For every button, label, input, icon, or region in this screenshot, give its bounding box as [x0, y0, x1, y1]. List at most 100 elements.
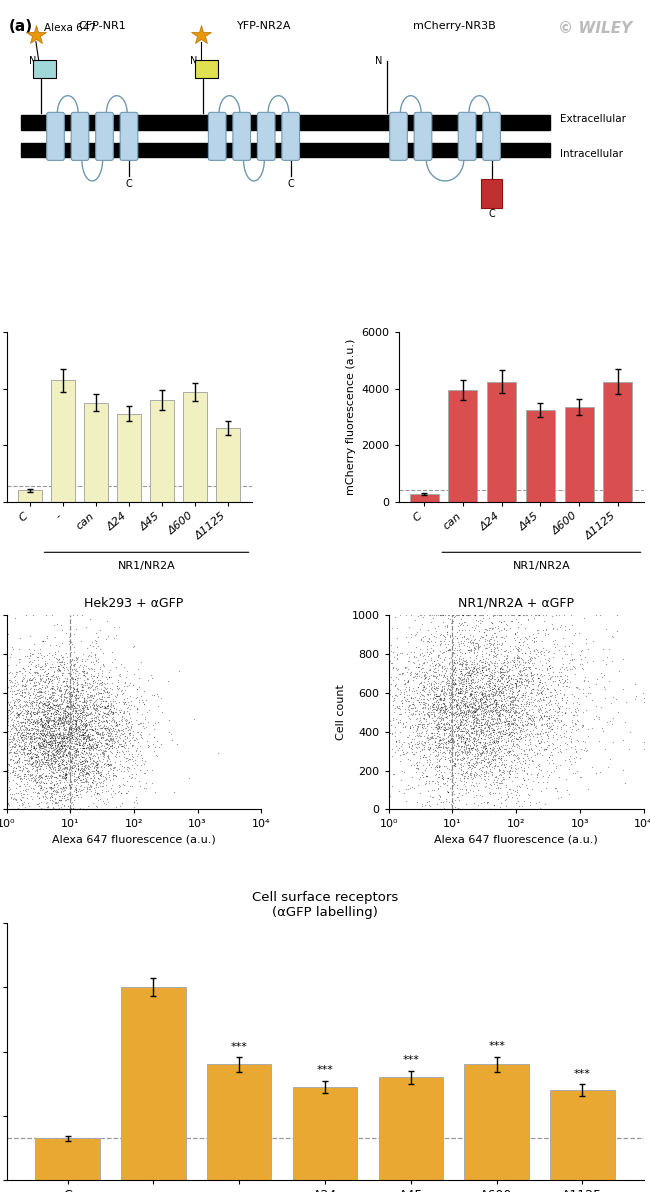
Point: [57, 738, 67, 757]
Point: [452, 616, 463, 635]
Point: [554, 666, 565, 685]
Point: [44, 739, 54, 758]
Point: [1, 763, 12, 782]
Point: [508, 718, 518, 737]
Point: [503, 714, 514, 733]
Point: [47, 691, 58, 710]
Point: [2, 708, 12, 727]
Point: [1, 691, 12, 710]
Point: [1, 744, 12, 763]
Point: [487, 668, 497, 687]
Point: [486, 663, 497, 682]
Point: [448, 689, 459, 708]
Point: [459, 721, 469, 740]
FancyBboxPatch shape: [257, 112, 275, 161]
Point: [84, 691, 94, 710]
Point: [93, 740, 103, 759]
Point: [543, 747, 554, 766]
Point: [18, 759, 28, 778]
Point: [525, 683, 535, 702]
Point: [104, 756, 114, 775]
Point: [460, 665, 470, 684]
Point: [43, 669, 53, 688]
Point: [111, 712, 122, 731]
Point: [478, 747, 489, 766]
Point: [133, 733, 143, 752]
Point: [476, 721, 487, 740]
Point: [503, 669, 514, 688]
Point: [436, 632, 447, 651]
Point: [423, 730, 434, 749]
Point: [455, 679, 465, 699]
Point: [464, 712, 474, 731]
Point: [23, 710, 33, 730]
Point: [55, 708, 65, 727]
Point: [68, 795, 79, 814]
Point: [515, 720, 525, 739]
Point: [465, 758, 475, 777]
Point: [447, 728, 458, 747]
Point: [527, 699, 538, 718]
Point: [512, 724, 523, 743]
Point: [456, 716, 467, 735]
Point: [495, 709, 506, 728]
Point: [16, 721, 26, 740]
Point: [56, 615, 66, 634]
Point: [58, 737, 69, 756]
Point: [434, 735, 444, 755]
Point: [16, 739, 27, 758]
Point: [489, 796, 499, 815]
Point: [441, 658, 452, 677]
Point: [512, 654, 523, 673]
Point: [49, 730, 59, 749]
Point: [16, 744, 26, 763]
Point: [506, 737, 517, 756]
Point: [458, 706, 469, 725]
Point: [456, 677, 467, 696]
Point: [60, 762, 71, 781]
Point: [68, 672, 79, 691]
Point: [23, 702, 33, 721]
Point: [49, 647, 60, 666]
Point: [436, 737, 446, 756]
Point: [458, 669, 469, 688]
Point: [57, 713, 67, 732]
Point: [57, 753, 68, 772]
Point: [31, 679, 41, 699]
Point: [75, 784, 85, 803]
Point: [437, 652, 447, 671]
Point: [59, 726, 70, 745]
Point: [39, 730, 49, 749]
Point: [493, 671, 504, 690]
Point: [33, 696, 44, 715]
Point: [526, 724, 536, 743]
Point: [1, 693, 12, 712]
Point: [524, 678, 534, 697]
Point: [439, 730, 450, 749]
Point: [67, 721, 77, 740]
Point: [77, 708, 87, 727]
Point: [104, 731, 114, 750]
Point: [1, 699, 12, 718]
Point: [450, 681, 461, 700]
Point: [93, 783, 103, 802]
Point: [51, 690, 62, 709]
Point: [534, 740, 544, 759]
Point: [470, 709, 480, 728]
Point: [114, 777, 124, 796]
Point: [29, 800, 39, 819]
Point: [66, 665, 77, 684]
Point: [505, 688, 515, 707]
Point: [58, 701, 68, 720]
Point: [60, 658, 71, 677]
Point: [556, 697, 567, 716]
Point: [73, 700, 83, 719]
Point: [37, 720, 47, 739]
Point: [428, 689, 438, 708]
Point: [541, 740, 552, 759]
Point: [560, 733, 570, 752]
Point: [388, 689, 398, 708]
Point: [71, 721, 81, 740]
Point: [554, 670, 564, 689]
Point: [43, 747, 53, 766]
